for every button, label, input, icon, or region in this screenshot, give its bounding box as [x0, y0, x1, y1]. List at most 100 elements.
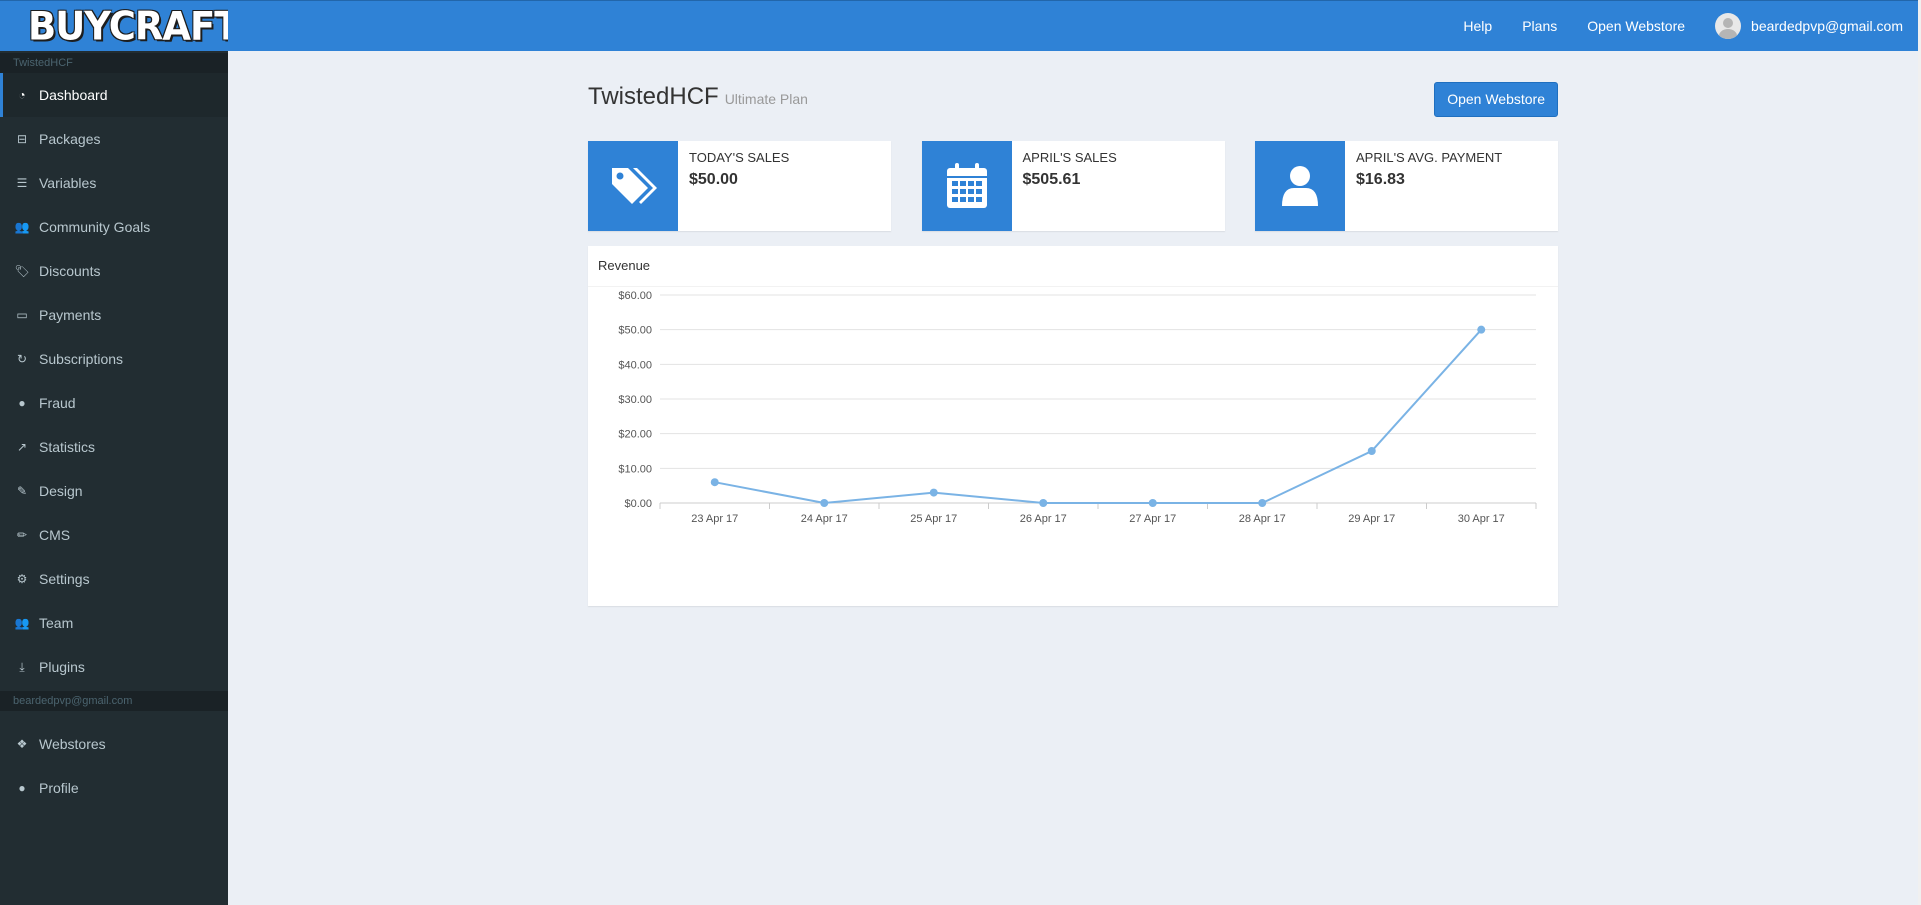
- sidebar-item-statistics[interactable]: ↗ Statistics: [0, 425, 228, 469]
- user-icon: ●: [18, 781, 26, 795]
- x-tick-label: 28 Apr 17: [1239, 513, 1286, 525]
- stat-label: APRIL'S SALES: [1022, 150, 1117, 165]
- users-icon: 👥: [14, 220, 30, 234]
- sidebar-item-payments[interactable]: ▭ Payments: [0, 293, 228, 337]
- sidebar-item-label: Profile: [39, 780, 79, 796]
- user-icon: [1255, 141, 1345, 231]
- data-point[interactable]: [1148, 499, 1157, 507]
- store-section-header: TwistedHCF: [0, 53, 228, 73]
- user-email: beardedpvp@gmail.com: [1751, 18, 1903, 34]
- stat-value: $16.83: [1356, 171, 1405, 188]
- revenue-chart: $0.00 $10.00 $20.00 $30.00 $40.00 $50.00 $60.0…: [618, 290, 1537, 525]
- sidebar-item-team[interactable]: 👥 Team: [0, 601, 228, 645]
- sidebar-item-label: Statistics: [39, 439, 96, 455]
- april-avg-payment-box: APRIL'S AVG. PAYMENT $16.83: [1255, 141, 1558, 231]
- plan-subtitle: Ultimate Plan: [724, 91, 808, 107]
- series-line: [714, 328, 1482, 505]
- sidebar-item-label: Packages: [39, 131, 101, 147]
- calendar-icon: [921, 141, 1012, 231]
- y-tick-label: $0.00: [624, 498, 652, 510]
- exclamation-circle-icon: ●: [18, 396, 26, 410]
- help-link[interactable]: Help: [1463, 18, 1493, 34]
- data-point[interactable]: [1039, 499, 1048, 507]
- x-tick-label: 26 Apr 17: [1020, 513, 1067, 525]
- sidebar-item-discounts[interactable]: 🏷 Discounts: [0, 249, 228, 293]
- open-webstore-button[interactable]: Open Webstore: [1434, 82, 1558, 117]
- account-section-header: beardedpvp@gmail.com: [0, 691, 228, 711]
- plans-link[interactable]: Plans: [1522, 18, 1558, 34]
- todays-sales-box: TODAY'S SALES $50.00: [588, 141, 891, 231]
- sidebar-item-label: CMS: [39, 527, 71, 543]
- sidebar-item-label: Community Goals: [39, 219, 151, 235]
- data-point[interactable]: [1477, 325, 1486, 334]
- sidebar-item-label: Fraud: [39, 395, 76, 411]
- sliders-icon: ☰: [16, 176, 28, 190]
- download-icon: ⤓: [19, 659, 25, 674]
- y-tick-label: $10.00: [618, 463, 652, 475]
- sidebar-item-label: Subscriptions: [39, 351, 124, 367]
- data-point[interactable]: [929, 488, 938, 497]
- logo[interactable]: BUYCRAFT: [0, 0, 240, 51]
- tags-icon: 🏷: [14, 264, 30, 278]
- page-header: TwistedHCF Ultimate Plan Open Webstore: [588, 51, 1558, 141]
- open-webstore-link[interactable]: Open Webstore: [1587, 18, 1686, 34]
- sidebar-item-subscriptions[interactable]: ↻ Subscriptions: [0, 337, 228, 381]
- sidebar-item-packages[interactable]: ⊟ Packages: [0, 117, 228, 161]
- stat-value: $50.00: [689, 171, 738, 188]
- x-tick-label: 29 Apr 17: [1348, 513, 1395, 525]
- data-point[interactable]: [1258, 499, 1267, 507]
- page-title: TwistedHCF Ultimate Plan: [588, 83, 808, 111]
- sidebar-item-label: Dashboard: [39, 87, 108, 103]
- sidebar-item-plugins[interactable]: ⤓ Plugins: [0, 645, 228, 689]
- sidebar-item-cms[interactable]: ✏ CMS: [0, 513, 228, 557]
- data-point[interactable]: [820, 499, 829, 507]
- chart-title: Revenue: [588, 246, 1558, 287]
- main-content: TwistedHCF Ultimate Plan Open Webstore TO…: [588, 51, 1558, 606]
- sidebar-item-label: Plugins: [39, 659, 85, 675]
- data-point[interactable]: [1367, 447, 1376, 455]
- revenue-chart-panel: Revenue $0.00 $10.00 $20.00 $30.00 $40.00 $50…: [588, 246, 1558, 606]
- sidebar-item-design[interactable]: ✎ Design: [0, 469, 228, 513]
- data-point[interactable]: [710, 478, 719, 487]
- tags-icon: [588, 141, 678, 231]
- sidebar-item-dashboard[interactable]: ◔ Dashboard: [0, 73, 228, 117]
- x-tick-label: 23 Apr 17: [691, 513, 738, 525]
- avatar: [1715, 13, 1742, 39]
- sidebar-item-label: Discounts: [39, 263, 101, 279]
- refresh-icon: ↻: [16, 352, 28, 366]
- sidebar-item-profile[interactable]: ● Profile: [0, 766, 228, 810]
- top-navbar: Help Plans Open Webstore beardedpvp@gmai…: [228, 0, 1921, 51]
- x-tick-label: 25 Apr 17: [910, 513, 957, 525]
- y-tick-label: $40.00: [618, 359, 652, 371]
- y-tick-label: $20.00: [618, 429, 652, 441]
- stat-label: APRIL'S AVG. PAYMENT: [1356, 150, 1503, 165]
- x-tick-label: 27 Apr 17: [1129, 513, 1176, 525]
- sidebar-item-webstores[interactable]: ❖ Webstores: [0, 722, 228, 766]
- store-name: TwistedHCF: [588, 83, 719, 110]
- sidebar-item-variables[interactable]: ☰ Variables: [0, 161, 228, 205]
- sidebar-item-label: Webstores: [39, 736, 106, 752]
- stat-value: $505.61: [1022, 171, 1081, 188]
- basket-icon: ⊟: [16, 132, 28, 146]
- gear-icon: ⚙: [16, 572, 28, 586]
- x-tick-label: 30 Apr 17: [1458, 513, 1505, 525]
- april-sales-box: APRIL'S SALES $505.61: [921, 141, 1225, 231]
- dashboard-icon: ◔: [18, 88, 26, 102]
- line-chart-icon: ↗: [16, 440, 28, 454]
- sidebar-item-label: Settings: [39, 571, 90, 587]
- sidebar-item-label: Team: [39, 615, 74, 631]
- y-tick-label: $60.00: [618, 290, 652, 302]
- y-tick-label: $50.00: [618, 325, 652, 337]
- scrollbar[interactable]: [1918, 0, 1921, 905]
- paint-brush-icon: ✎: [16, 484, 28, 498]
- users-icon: 👥: [14, 616, 30, 630]
- pencil-icon: ✏: [16, 528, 28, 542]
- stats-row: TODAY'S SALES $50.00 AP: [588, 141, 1558, 231]
- user-menu[interactable]: beardedpvp@gmail.com: [1715, 13, 1903, 39]
- credit-card-icon: ▭: [16, 308, 28, 322]
- sidebar-item-settings[interactable]: ⚙ Settings: [0, 557, 228, 601]
- sidebar-item-community-goals[interactable]: 👥 Community Goals: [0, 205, 228, 249]
- sidebar-item-fraud[interactable]: ● Fraud: [0, 381, 228, 425]
- sidebar-item-label: Design: [39, 483, 83, 499]
- logo-text: BUYCRAFT: [28, 3, 240, 49]
